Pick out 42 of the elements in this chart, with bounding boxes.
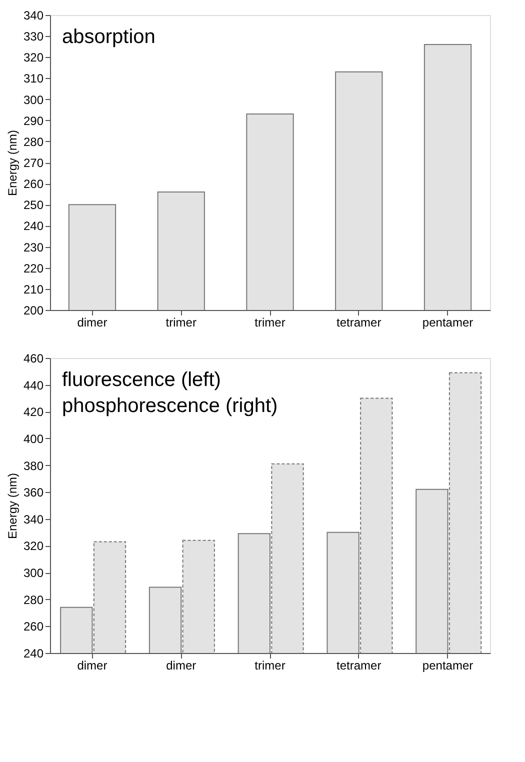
y-tick-label: 290 [23,114,44,128]
annotation: fluorescence (left) [62,369,221,391]
y-tick-label: 420 [23,405,44,420]
x-tick-label: tetramer [336,658,382,672]
x-tick-label: pentamer [422,316,474,330]
y-tick-label: 270 [23,156,44,170]
y-tick-label: 340 [23,8,44,22]
y-tick-label: 360 [23,486,44,500]
y-tick-label: 260 [23,620,44,634]
y-tick-label: 340 [23,512,44,526]
y-tick-label: 230 [23,240,44,254]
y-tick-label: 300 [23,566,44,580]
y-tick-label: 240 [23,219,44,234]
y-tick-label: 440 [23,378,44,392]
y-tick-label: 400 [23,432,44,446]
y-tick-label: 280 [23,134,44,149]
x-tick-label: trimer [166,316,196,330]
y-tick-label: 320 [23,50,44,65]
x-tick-label: pentamer [422,658,474,672]
y-tick-label: 380 [23,458,44,473]
y-tick-label: 330 [23,30,44,44]
y-tick-label: 310 [23,72,44,86]
y-tick-label: 460 [23,352,44,366]
y-tick-label: 260 [23,177,44,192]
x-tick-label: dimer [77,658,108,672]
y-tick-label: 250 [23,198,44,212]
annotation: absorption [62,26,156,48]
y-tick-label: 220 [23,261,44,276]
x-tick-label: dimer [77,316,108,330]
annotation: phosphorescence (right) [62,395,278,417]
x-tick-label: trimer [254,658,286,672]
y-tick-label: 200 [23,304,44,318]
x-tick-label: trimer [254,316,286,330]
y-axis-title: Energy (nm) [5,472,20,540]
y-axis-title: Energy (nm) [5,130,20,196]
y-tick-label: 210 [23,282,44,296]
x-tick-label: tetramer [336,316,382,330]
y-tick-label: 320 [23,539,44,554]
y-tick-label: 300 [23,92,44,107]
x-tick-label: dimer [166,658,196,672]
y-tick-label: 240 [23,646,44,660]
y-tick-label: 280 [23,592,44,607]
